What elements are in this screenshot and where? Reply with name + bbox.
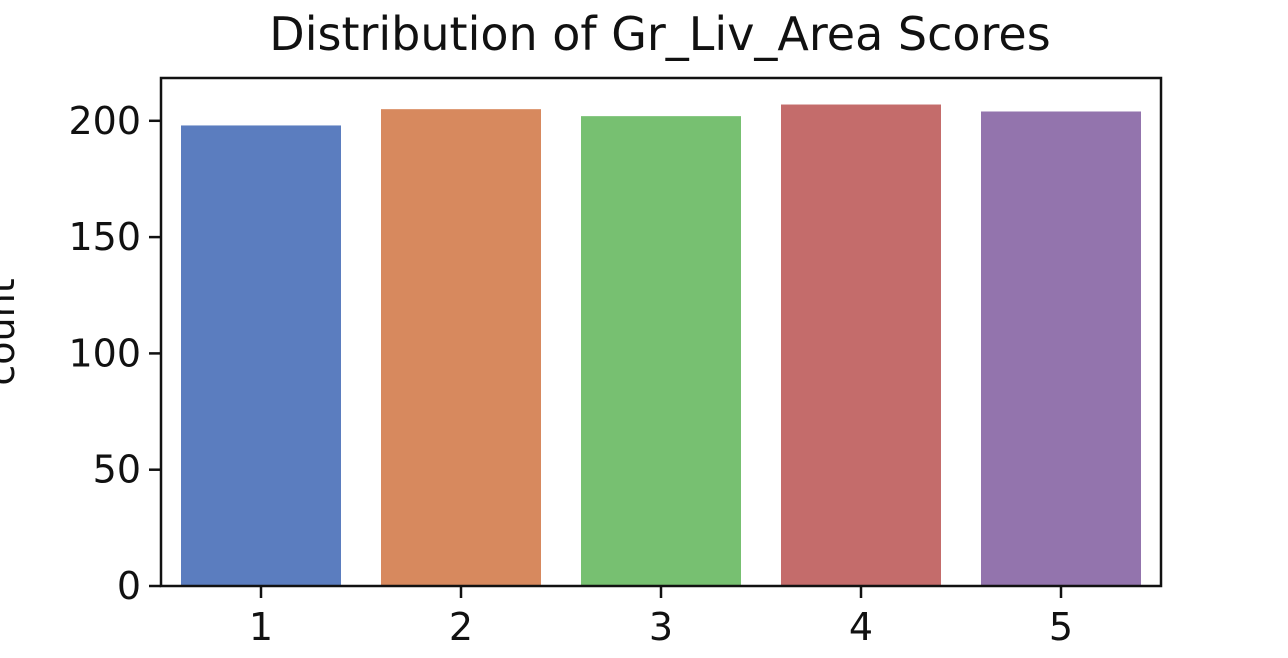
bar-5 xyxy=(981,111,1141,586)
bar-4 xyxy=(781,104,941,587)
x-tick-label: 4 xyxy=(849,605,873,649)
x-tick-label: 5 xyxy=(1049,605,1073,649)
y-tick-label: 150 xyxy=(68,215,141,259)
y-tick-label: 200 xyxy=(68,99,141,143)
x-tick-label: 1 xyxy=(249,605,273,649)
x-tick-label: 2 xyxy=(449,605,473,649)
bar-2 xyxy=(381,109,541,587)
x-axis-ticks: 1 2 3 4 5 xyxy=(249,586,1073,649)
y-tick-label: 50 xyxy=(93,448,141,492)
plot-frame xyxy=(159,76,1163,588)
bars-group xyxy=(181,104,1141,587)
bar-3 xyxy=(581,116,741,587)
y-tick-label: 100 xyxy=(68,331,141,375)
y-axis-ticks: 0 50 100 150 200 xyxy=(68,99,161,608)
chart-title: Distribution of Gr_Liv_Area Scores xyxy=(269,7,1050,61)
bar-1 xyxy=(181,125,341,586)
y-tick-label: 0 xyxy=(117,564,141,608)
y-axis-label: count xyxy=(0,278,23,385)
x-tick-label: 3 xyxy=(649,605,673,649)
